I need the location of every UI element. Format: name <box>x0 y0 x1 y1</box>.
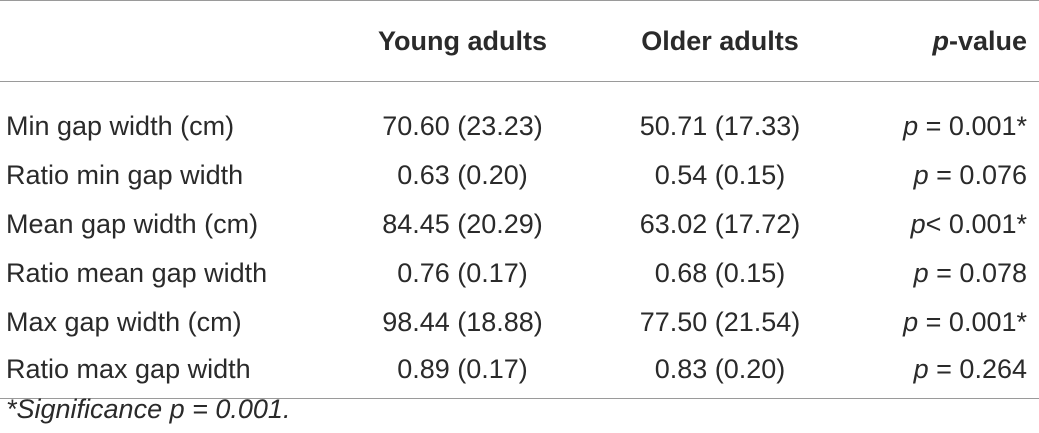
row-label: Min gap width (cm) <box>6 111 235 142</box>
p-value-text: = 0.001* <box>918 111 1027 142</box>
p-value-cell: p = 0.001* <box>855 298 1039 347</box>
young-adults-value: 0.76 (0.17) <box>397 257 528 288</box>
p-value-cell: p = 0.076 <box>855 151 1039 200</box>
p-value-cell: p< 0.001* <box>855 200 1039 249</box>
young-adults-value: 0.63 (0.20) <box>397 159 528 190</box>
header-p-italic: p <box>932 26 949 56</box>
p-value-text: = 0.264 <box>928 354 1027 385</box>
table-row: Ratio min gap width 0.63 (0.20) 0.54 (0.15… <box>0 151 1039 200</box>
table-body: Min gap width (cm) 70.60 (23.23) 50.71 (17… <box>0 82 1039 399</box>
table-header-row: Young adults Older adults p-value <box>0 0 1039 82</box>
young-adults-value: 84.45 (20.29) <box>382 208 543 239</box>
row-label: Mean gap width (cm) <box>6 208 259 239</box>
p-value-text: = 0.001* <box>918 306 1027 337</box>
older-adults-value: 0.83 (0.20) <box>585 346 855 399</box>
young-adults-value: 98.44 (18.88) <box>382 306 543 337</box>
header-young-adults: Young adults <box>340 0 585 82</box>
p-symbol: p <box>913 257 929 288</box>
p-symbol: p <box>903 306 919 337</box>
header-older-adults: Older adults <box>585 0 855 82</box>
older-adults-value: 50.71 (17.33) <box>639 111 801 142</box>
p-value-text: = 0.078 <box>928 257 1027 288</box>
p-symbol: p <box>913 354 929 385</box>
young-adults-value: 0.89 (0.17) <box>340 346 585 399</box>
p-value-text: = 0.076 <box>928 159 1027 190</box>
older-adults-value: 63.02 (17.72) <box>639 208 801 239</box>
header-p-value: p-value <box>855 0 1039 82</box>
p-value-cell: p = 0.264 <box>855 346 1039 399</box>
row-label: Ratio min gap width <box>6 159 244 190</box>
header-p-rest: -value <box>948 26 1027 56</box>
table-row: Min gap width (cm) 70.60 (23.23) 50.71 (17… <box>0 82 1039 151</box>
table-row: Ratio max gap width 0.89 (0.17) 0.83 (0.20… <box>0 346 1039 399</box>
table-footnote: *Significance p = 0.001. <box>6 394 291 424</box>
p-value-cell: p = 0.001* <box>855 82 1039 151</box>
row-label: Ratio max gap width <box>0 346 340 399</box>
results-table: Young adults Older adults p-value Min ga… <box>0 0 1039 399</box>
table-row: Mean gap width (cm) 84.45 (20.29) 63.02 (1… <box>0 200 1039 249</box>
p-value-cell: p = 0.078 <box>855 249 1039 298</box>
header-empty <box>0 0 340 82</box>
table-row: Max gap width (cm) 98.44 (18.88) 77.50 (21… <box>0 298 1039 347</box>
p-symbol: p <box>903 111 919 142</box>
table-row: Ratio mean gap width 0.76 (0.17) 0.68 (0.1… <box>0 249 1039 298</box>
older-adults-value: 0.54 (0.15) <box>654 159 786 190</box>
results-table-container: Young adults Older adults p-value Min ga… <box>0 0 1039 399</box>
young-adults-value: 70.60 (23.23) <box>382 111 543 142</box>
p-value-text: < 0.001* <box>925 208 1027 239</box>
older-adults-value: 77.50 (21.54) <box>639 306 801 337</box>
row-label: Max gap width (cm) <box>6 306 242 337</box>
older-adults-value: 0.68 (0.15) <box>654 257 786 288</box>
row-label: Ratio mean gap width <box>6 257 268 288</box>
p-symbol: p <box>913 159 929 190</box>
p-symbol: p <box>910 208 926 239</box>
